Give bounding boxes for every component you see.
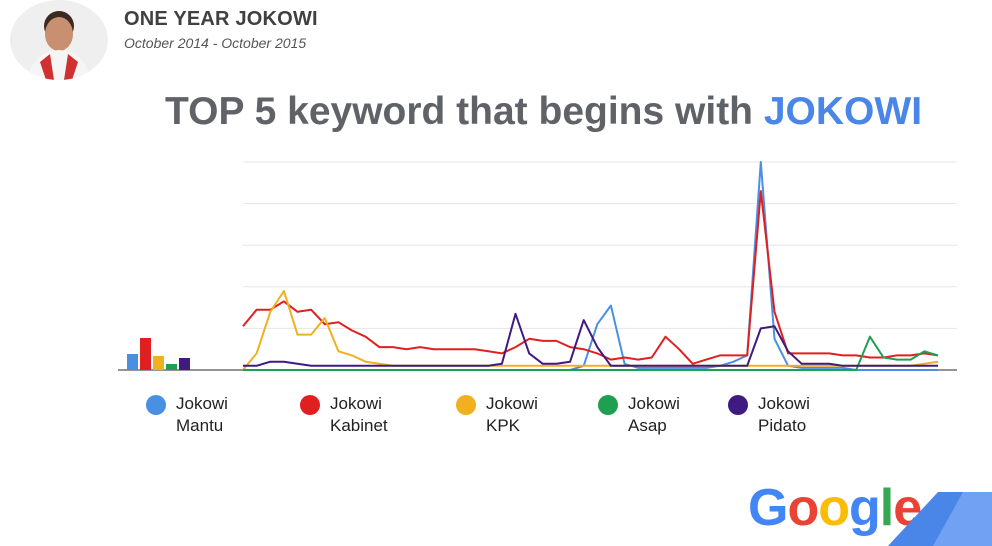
series-line bbox=[243, 161, 938, 371]
legend-item: Jokowi Mantu bbox=[146, 393, 256, 437]
summary-bar bbox=[153, 356, 164, 370]
series-line bbox=[243, 312, 938, 367]
page-title: ONE YEAR JOKOWI bbox=[124, 8, 318, 30]
series-line bbox=[242, 190, 939, 365]
legend-label: Jokowi Mantu bbox=[176, 394, 228, 435]
legend-dot bbox=[598, 395, 618, 415]
chart-title: TOP 5 keyword that begins with JOKOWI bbox=[165, 90, 922, 134]
legend-label: Jokowi KPK bbox=[486, 394, 538, 435]
avatar bbox=[10, 0, 108, 80]
legend-label: Jokowi Asap bbox=[628, 394, 680, 435]
series-line bbox=[242, 290, 939, 371]
logo-letter: G bbox=[748, 479, 788, 537]
logo-letter: l bbox=[879, 479, 894, 537]
legend-dot bbox=[146, 395, 166, 415]
summary-bar bbox=[127, 354, 138, 370]
summary-bar bbox=[140, 338, 151, 370]
page-subtitle: October 2014 - October 2015 bbox=[124, 35, 307, 51]
logo-letter: o bbox=[818, 479, 850, 537]
chart-title-main: TOP 5 keyword that begins with bbox=[165, 90, 764, 133]
legend-label: Jokowi Kabinet bbox=[330, 394, 388, 435]
legend-item: Jokowi KPK bbox=[456, 393, 566, 437]
legend-item: Jokowi Asap bbox=[598, 393, 708, 437]
legend-dot bbox=[456, 395, 476, 415]
corner-decoration bbox=[888, 492, 992, 546]
legend-item: Jokowi Kabinet bbox=[300, 393, 410, 437]
chart-title-highlight: JOKOWI bbox=[763, 90, 923, 133]
google-logo: Google bbox=[748, 478, 922, 538]
logo-letter: o bbox=[787, 479, 819, 537]
series-line bbox=[243, 335, 939, 371]
legend-dot bbox=[300, 395, 320, 415]
summary-bar bbox=[179, 358, 190, 370]
summary-bar bbox=[166, 364, 177, 370]
logo-letter: g bbox=[848, 479, 881, 537]
legend-label: Jokowi Pidato bbox=[758, 394, 810, 435]
legend-item: Jokowi Pidato bbox=[728, 393, 838, 437]
legend-dot bbox=[728, 395, 748, 415]
